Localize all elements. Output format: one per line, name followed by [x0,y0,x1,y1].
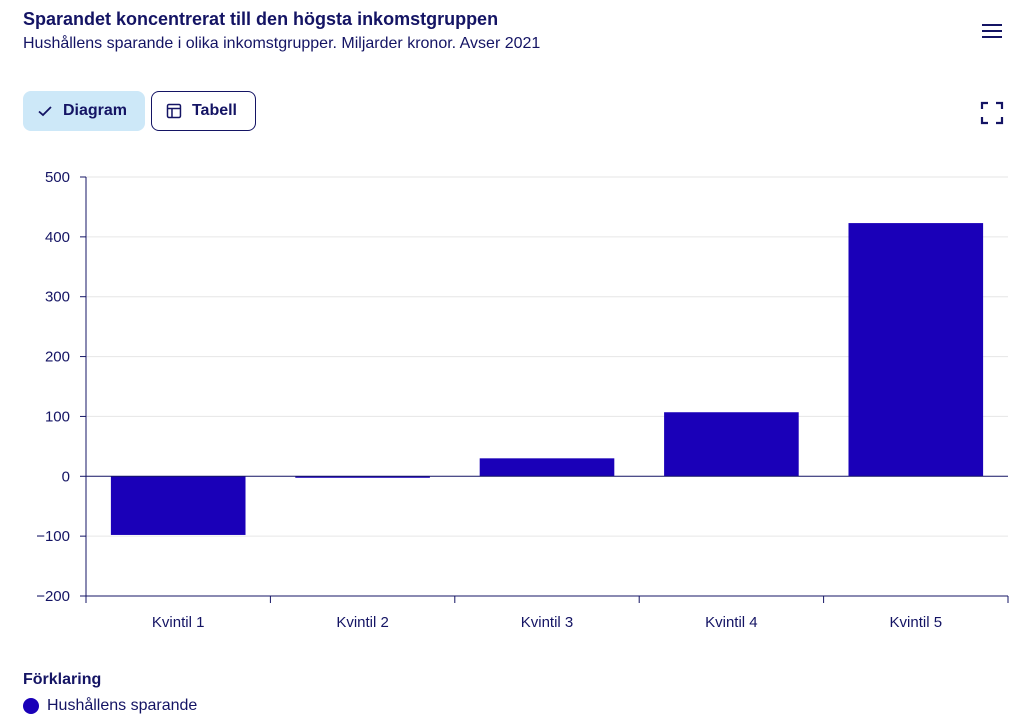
axes: −200 −100 0 100 200 300 400 500 Kvintil 1 Kvintil… [36,169,1009,631]
bar-kvintil-5[interactable] [848,223,984,477]
fullscreen-icon[interactable] [980,101,1004,125]
hamburger-menu-icon[interactable] [978,20,1006,44]
bar-kvintil-2[interactable] [295,476,430,478]
chart-title: Sparandet koncentrerat till den högsta i… [23,9,499,29]
table-icon [166,103,182,119]
bar-kvintil-3[interactable] [479,458,615,477]
tab-diagram-label: Diagram [62,102,127,119]
bars [110,223,984,535]
bar-kvintil-1[interactable] [110,476,246,535]
legend-marker [23,698,39,714]
y-tick-label: 0 [62,468,70,485]
y-tick-label: 200 [45,349,70,366]
y-tick-label: 500 [45,169,70,186]
tab-diagram[interactable]: Diagram [23,91,145,131]
y-tick-label: −200 [36,588,70,605]
x-tick-label: Kvintil 4 [705,614,758,631]
y-tick-label: 400 [45,229,70,246]
legend-title: Förklaring [23,671,102,688]
legend-item[interactable]: Hushållens sparande [23,697,197,715]
bar-chart: −200 −100 0 100 200 300 400 500 Kvintil 1 Kvintil… [36,169,1009,631]
tab-tabell[interactable]: Tabell [151,91,256,131]
legend-label: Hushållens sparande [47,697,198,714]
x-tick-label: Kvintil 1 [152,614,205,631]
x-tick-label: Kvintil 3 [521,614,574,631]
x-tick-label: Kvintil 2 [336,614,389,631]
tab-tabell-label: Tabell [191,102,237,119]
y-tick-label: −100 [36,528,70,545]
bar-kvintil-4[interactable] [664,412,799,477]
x-tick-label: Kvintil 5 [890,614,943,631]
y-tick-label: 100 [45,408,70,425]
y-tick-label: 300 [45,289,70,306]
chart-subtitle: Hushållens sparande i olika inkomstgrupp… [23,35,541,52]
check-icon [38,106,52,117]
